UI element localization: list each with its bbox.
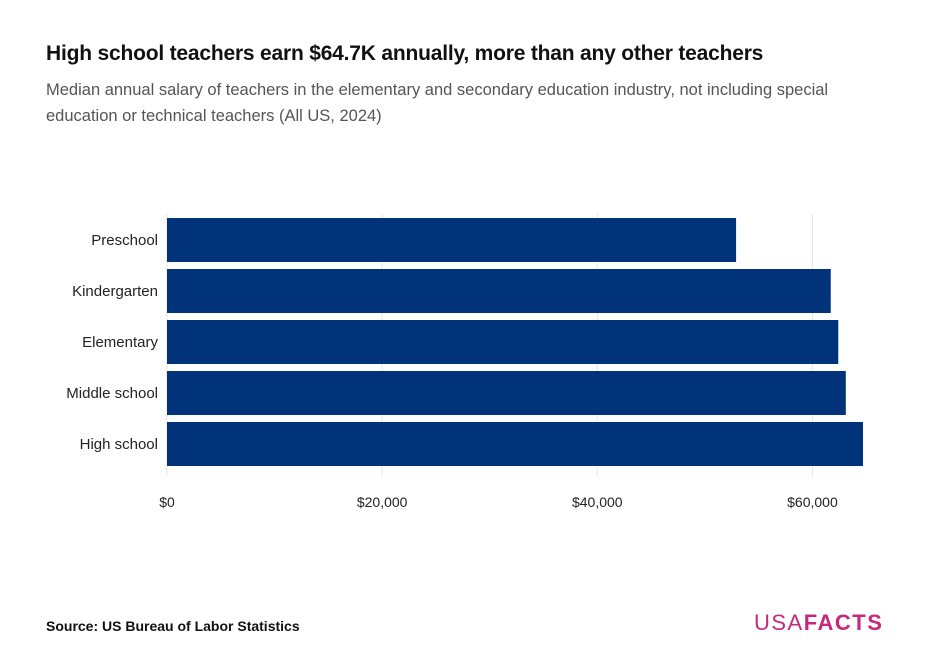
logo-facts: FACTS — [803, 610, 884, 635]
category-label: Elementary — [82, 334, 158, 351]
category-label: High school — [80, 436, 158, 453]
usafacts-logo: USAFACTS — [754, 610, 883, 636]
source-note: Source: US Bureau of Labor Statistics — [46, 618, 300, 634]
x-tick-label: $60,000 — [787, 494, 838, 510]
chart-title: High school teachers earn $64.7K annuall… — [46, 42, 764, 65]
source-label: Source: — [46, 618, 99, 634]
category-label: Middle school — [66, 385, 158, 402]
bar — [167, 371, 846, 415]
bars — [167, 218, 864, 466]
bar — [167, 422, 864, 466]
x-tick-label: $20,000 — [357, 494, 408, 510]
category-label: Kindergarten — [72, 283, 158, 300]
bar — [167, 218, 737, 262]
chart-subtitle: Median annual salary of teachers in the … — [46, 81, 829, 125]
source-text: US Bureau of Labor Statistics — [102, 618, 300, 634]
logo-usa: USA — [754, 610, 804, 635]
x-axis-ticks: $0 $20,000 $40,000 $60,000 — [159, 494, 838, 510]
category-labels: Preschool Kindergarten Elementary Middle sc… — [66, 232, 158, 453]
bar — [167, 269, 831, 313]
bar-chart: Preschool Kindergarten Elementary Middle sc… — [66, 214, 864, 510]
bar — [167, 320, 839, 364]
x-tick-label: $0 — [159, 494, 175, 510]
x-tick-label: $40,000 — [572, 494, 623, 510]
category-label: Preschool — [91, 232, 158, 249]
